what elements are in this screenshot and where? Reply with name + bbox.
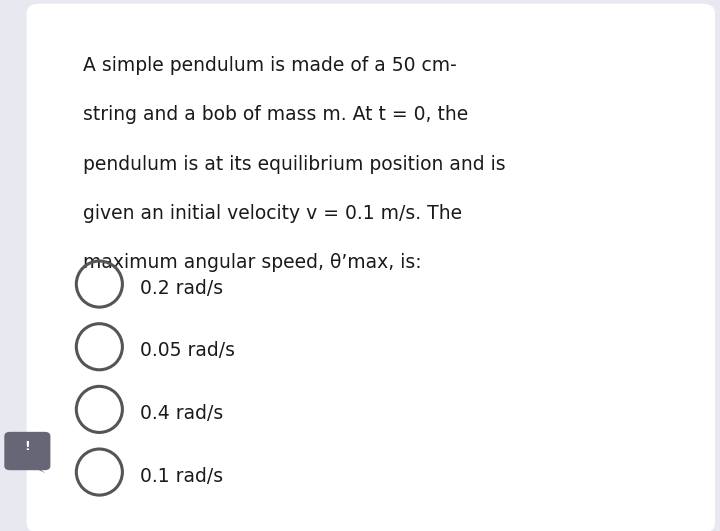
Text: string and a bob of mass m. At t = 0, the: string and a bob of mass m. At t = 0, th… [83, 105, 468, 124]
Text: given an initial velocity v = 0.1 m/s. The: given an initial velocity v = 0.1 m/s. T… [83, 204, 462, 223]
Text: 0.2 rad/s: 0.2 rad/s [140, 279, 223, 298]
Polygon shape [27, 464, 45, 474]
Text: 0.4 rad/s: 0.4 rad/s [140, 404, 224, 423]
Text: 0.05 rad/s: 0.05 rad/s [140, 341, 235, 361]
Text: !: ! [24, 440, 30, 452]
FancyBboxPatch shape [4, 432, 50, 470]
Text: A simple pendulum is made of a 50 cm-: A simple pendulum is made of a 50 cm- [83, 56, 456, 75]
Text: 0.1 rad/s: 0.1 rad/s [140, 467, 223, 486]
Text: pendulum is at its equilibrium position and is: pendulum is at its equilibrium position … [83, 155, 505, 174]
Text: maximum angular speed, θ’max, is:: maximum angular speed, θ’max, is: [83, 253, 421, 272]
FancyBboxPatch shape [27, 4, 715, 531]
